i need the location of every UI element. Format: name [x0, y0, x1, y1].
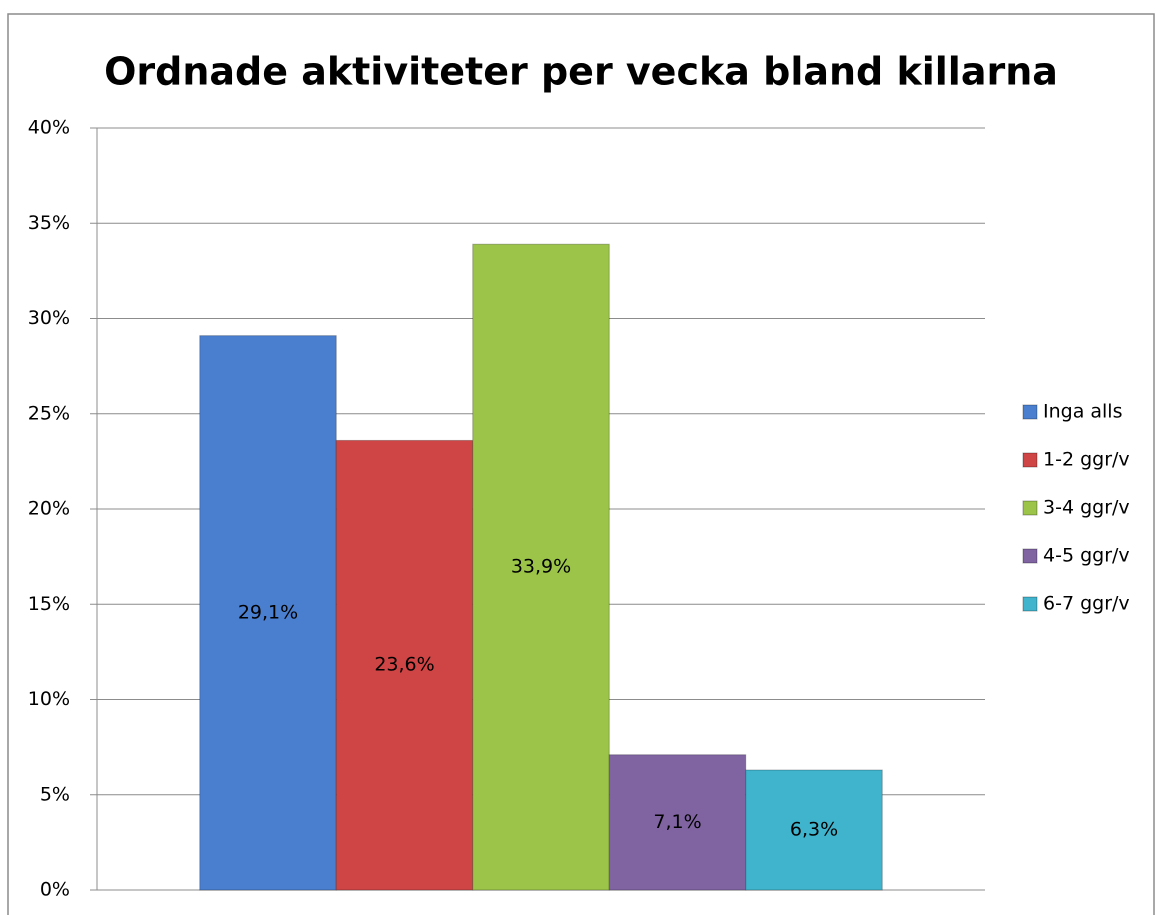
legend-swatch [1022, 596, 1038, 612]
y-tick-label: 30% [28, 307, 70, 329]
y-tick-label: 40% [28, 117, 70, 139]
chart-title: Ordnade aktiviteter per vecka bland kill… [104, 50, 1058, 94]
y-tick-label: 20% [28, 498, 70, 520]
bar [472, 243, 610, 891]
legend-label: 1-2 ggr/v [1043, 449, 1130, 471]
data-label: 33,9% [511, 556, 571, 578]
legend-label: Inga alls [1043, 401, 1123, 423]
data-label: 7,1% [653, 811, 701, 833]
y-tick-label: 10% [28, 688, 70, 710]
bar [608, 754, 747, 891]
bar [199, 335, 337, 891]
y-tick-label: 35% [28, 212, 70, 234]
legend-swatch [1022, 548, 1038, 564]
legend-swatch [1022, 404, 1038, 420]
bar [335, 439, 474, 891]
data-label: 29,1% [238, 601, 298, 623]
y-tick-label: 5% [40, 783, 70, 805]
y-tick-label: 0% [40, 879, 70, 901]
legend-swatch [1022, 452, 1038, 468]
bar [745, 769, 883, 891]
legend-swatch [1022, 500, 1038, 516]
y-tick-label: 25% [28, 402, 70, 424]
legend-label: 3-4 ggr/v [1043, 497, 1130, 519]
data-label: 6,3% [790, 818, 838, 840]
data-label: 23,6% [374, 654, 434, 676]
legend-label: 4-5 ggr/v [1043, 545, 1130, 567]
y-tick-label: 15% [28, 593, 70, 615]
legend-label: 6-7 ggr/v [1043, 593, 1130, 615]
